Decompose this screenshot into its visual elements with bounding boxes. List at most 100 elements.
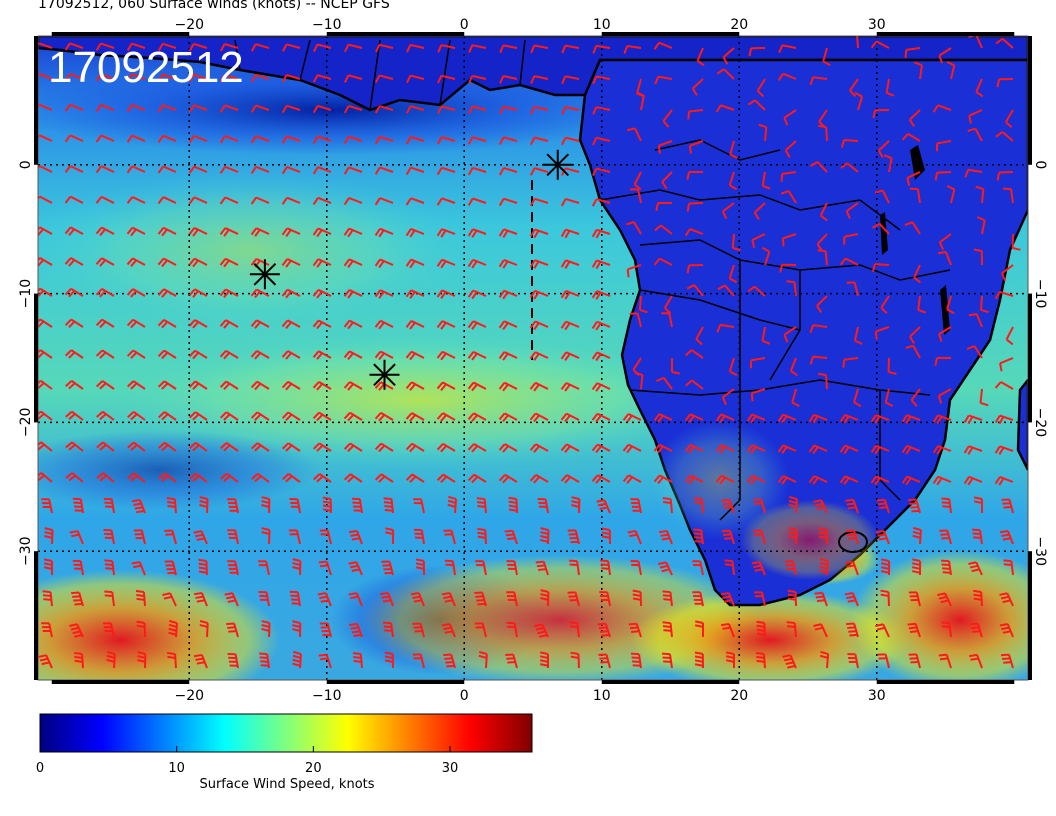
wind-barb [72,559,84,576]
wind-barb [937,250,952,266]
wind-barb [343,473,363,483]
wind-barb [994,445,1014,455]
frame-tick-bar [51,680,190,684]
wind-barb [38,654,53,669]
wind-barb [717,284,735,297]
wind-barb [684,443,704,454]
wind-barb [995,37,1014,49]
asterisk-marker [542,149,573,180]
wind-barb [818,527,828,545]
wind-barb [622,474,642,484]
wind-barb [72,497,84,514]
wind-barb [591,412,611,423]
wind-barb [781,233,797,247]
wind-barb [198,558,208,576]
wind-barb [761,326,771,345]
wind-barb [508,496,518,514]
lat-tick-label: −30 [1032,536,1048,566]
wind-barb [872,222,890,235]
wind-barb [312,227,332,238]
wind-barb [343,381,363,391]
wind-barb [822,47,831,67]
wind-barb [839,413,859,424]
wind-barb [498,381,518,392]
wind-barb [281,227,301,237]
wind-barb [348,529,363,545]
wind-barb [126,73,146,82]
wind-barb [436,166,456,176]
wind-barb [227,498,239,514]
wind-barb [561,105,580,115]
wind-barb [42,590,53,607]
wind-barb [937,388,952,404]
wind-barb [874,189,890,204]
wind-barb [38,318,53,328]
wind-barb [157,349,177,360]
wind-barb [839,257,859,266]
wind-barb [748,47,766,57]
wind-barb [312,411,332,422]
wind-barb [318,560,332,576]
wind-barb [746,413,766,424]
wind-barb [410,591,425,607]
trade-wind-band [38,170,470,330]
wind-barb [375,43,394,53]
wind-barb [600,559,611,576]
wind-barb [854,91,864,111]
wind-barb [506,621,518,638]
wind-barb [405,105,425,114]
wind-barb [728,357,738,377]
wind-barb [692,560,704,576]
wind-barb [443,529,456,545]
wind-barb [814,591,828,607]
wind-barb [784,140,797,158]
wind-barb [312,74,332,83]
wind-barb [189,472,208,483]
wind-barb [127,472,146,483]
lon-tick-label: −10 [312,17,342,33]
wind-barb [281,288,301,299]
wind-barb [751,561,766,576]
wind-barb [322,496,332,514]
wind-barb [498,197,518,207]
wind-barb [938,653,952,669]
wind-barb [908,498,921,514]
wind-barb [560,412,580,423]
wind-barb [189,441,208,452]
wind-barb [467,412,487,422]
wind-barb [95,165,115,174]
wind-barb [1004,109,1014,129]
wind-barb [468,74,487,84]
wind-barb [281,196,301,205]
wind-barb [661,171,673,190]
wind-barb [691,78,704,96]
wind-barb [716,68,735,80]
wind-barb [1001,498,1014,514]
wind-barb [808,444,828,455]
wind-barb [227,652,239,669]
wind-barb [716,323,735,333]
wind-barb [932,445,952,455]
frame-tick-bar [1028,36,1032,165]
wind-barb [313,473,332,483]
wind-barb [103,497,115,514]
wind-barb [941,621,952,638]
wind-barb [908,109,921,127]
wind-barb [1000,653,1014,669]
lon-tick-label: 30 [868,17,886,33]
wind-barb [250,135,270,144]
wind-barb [475,560,487,576]
wind-barb [753,498,766,514]
wind-barb [653,474,673,485]
wind-barb [529,259,549,269]
wind-barb [126,380,146,390]
wind-barb [385,527,395,545]
wind-barb [166,497,177,514]
wind-barb [127,411,146,421]
wind-barb [622,413,642,423]
wind-barb [65,472,84,483]
wind-barb [312,258,332,268]
wind-barb [785,560,797,576]
wind-barb [126,226,146,237]
wind-barb [258,560,270,576]
